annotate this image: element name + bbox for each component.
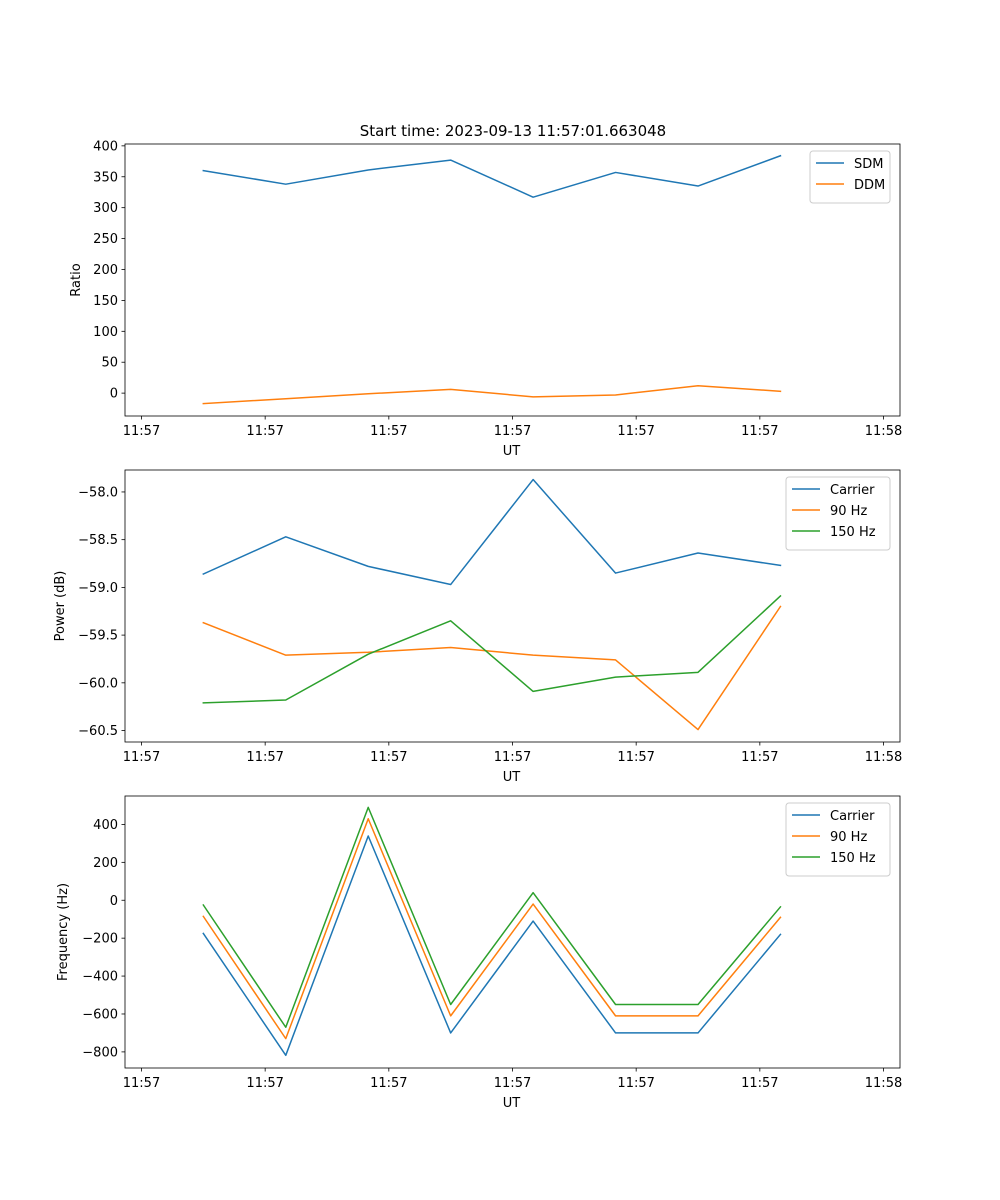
series-line-150-hz bbox=[202, 594, 782, 704]
legend-label: Carrier bbox=[830, 483, 875, 498]
series-line-90-hz bbox=[202, 605, 782, 731]
y-tick-label: −58.0 bbox=[78, 485, 118, 500]
figure-title: Start time: 2023-09-13 11:57:01.663048 bbox=[360, 122, 666, 140]
y-tick-label: 350 bbox=[93, 170, 118, 185]
x-tick-label: 11:57 bbox=[123, 424, 160, 439]
legend: SDM DDM bbox=[809, 150, 891, 204]
x-tick-label: 11:57 bbox=[741, 1076, 778, 1091]
legend-label: 90 Hz bbox=[830, 830, 867, 845]
y-tick-label: 400 bbox=[93, 139, 118, 154]
series-line-150-hz bbox=[202, 806, 782, 1028]
x-tick-label: 11:57 bbox=[246, 1076, 283, 1091]
series-line-carrier bbox=[202, 835, 782, 1057]
y-tick-label: −600 bbox=[82, 1007, 118, 1022]
x-tick-label: 11:57 bbox=[494, 424, 531, 439]
y-tick-label: 200 bbox=[93, 856, 118, 871]
y-tick-label: 200 bbox=[93, 263, 118, 278]
x-tick-label: 11:57 bbox=[370, 1076, 407, 1091]
x-tick-label: 11:57 bbox=[370, 424, 407, 439]
x-tick-label: 11:57 bbox=[741, 750, 778, 765]
x-axis-label: UT bbox=[503, 444, 521, 459]
y-tick-label: −60.0 bbox=[78, 676, 118, 691]
x-tick-label: 11:58 bbox=[865, 750, 902, 765]
chart-panel-1: 11:57 11:57 11:57 11:57 11:57 11:57 11:58 0 50 10… bbox=[69, 139, 902, 459]
y-tick-label: −59.0 bbox=[78, 581, 118, 596]
x-tick-label: 11:57 bbox=[123, 750, 160, 765]
y-tick-label: −59.5 bbox=[78, 629, 118, 644]
y-axis-label: Power (dB) bbox=[53, 571, 68, 642]
x-tick-label: 11:57 bbox=[246, 424, 283, 439]
legend-label: SDM bbox=[854, 157, 883, 172]
x-tick-label: 11:57 bbox=[617, 424, 654, 439]
y-axis-label: Ratio bbox=[69, 263, 84, 296]
chart-panel-3: 11:57 11:57 11:57 11:57 11:57 11:57 11:58 −800 −… bbox=[56, 795, 902, 1111]
series-line-ddm bbox=[202, 384, 782, 405]
y-tick-label: 150 bbox=[93, 294, 118, 309]
legend-label: DDM bbox=[854, 178, 885, 193]
x-tick-label: 11:57 bbox=[617, 750, 654, 765]
x-axis-label: UT bbox=[503, 770, 521, 785]
series-line-carrier bbox=[202, 478, 782, 586]
x-tick-label: 11:57 bbox=[123, 1076, 160, 1091]
legend-label: 150 Hz bbox=[830, 525, 876, 540]
y-tick-label: 50 bbox=[101, 356, 118, 371]
y-tick-label: 0 bbox=[110, 894, 118, 909]
x-tick-label: 11:57 bbox=[617, 1076, 654, 1091]
legend: Carrier 90 Hz 150 Hz bbox=[785, 802, 891, 877]
legend-label: 90 Hz bbox=[830, 504, 867, 519]
y-tick-label: 100 bbox=[93, 325, 118, 340]
legend-label: Carrier bbox=[830, 809, 875, 824]
y-tick-label: 300 bbox=[93, 201, 118, 216]
x-tick-label: 11:57 bbox=[246, 750, 283, 765]
y-tick-label: 250 bbox=[93, 232, 118, 247]
y-tick-label: −400 bbox=[82, 970, 118, 985]
y-tick-label: −58.5 bbox=[78, 533, 118, 548]
legend-box bbox=[809, 150, 891, 204]
x-tick-label: 11:57 bbox=[494, 750, 531, 765]
legend: Carrier 90 Hz 150 Hz bbox=[785, 476, 891, 551]
legend-label: 150 Hz bbox=[830, 851, 876, 866]
x-tick-label: 11:58 bbox=[865, 424, 902, 439]
y-axis-label: Frequency (Hz) bbox=[56, 883, 71, 981]
x-tick-label: 11:58 bbox=[865, 1076, 902, 1091]
y-tick-label: −200 bbox=[82, 932, 118, 947]
chart-panels: 11:57 11:57 11:57 11:57 11:57 11:57 11:58 0 50 10… bbox=[53, 139, 902, 1111]
chart-panel-2: 11:57 11:57 11:57 11:57 11:57 11:57 11:58 −60.5… bbox=[53, 469, 902, 785]
series-line-sdm bbox=[202, 154, 782, 198]
y-tick-label: 0 bbox=[110, 387, 118, 402]
y-tick-label: 400 bbox=[93, 818, 118, 833]
x-axis-label: UT bbox=[503, 1096, 521, 1111]
y-tick-label: −800 bbox=[82, 1045, 118, 1060]
x-tick-label: 11:57 bbox=[370, 750, 407, 765]
y-tick-label: −60.5 bbox=[78, 724, 118, 739]
x-tick-label: 11:57 bbox=[741, 424, 778, 439]
x-tick-label: 11:57 bbox=[494, 1076, 531, 1091]
series-line-90-hz bbox=[202, 818, 782, 1040]
